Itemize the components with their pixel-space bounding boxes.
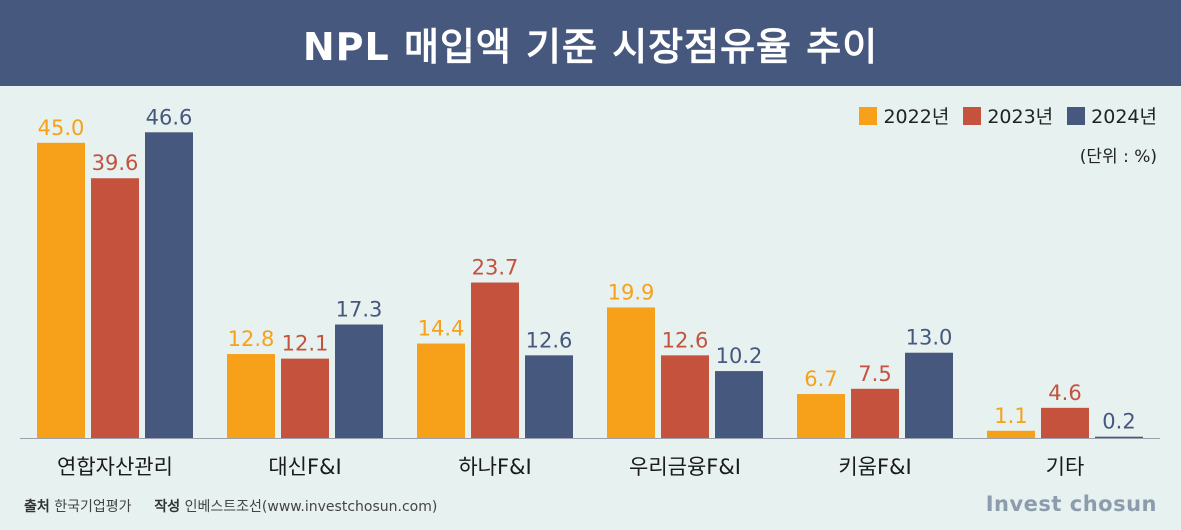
- data-label: 0.2: [1102, 410, 1135, 434]
- bar: [905, 352, 953, 438]
- bar: [525, 355, 573, 438]
- x-tick-label: 기타: [1046, 455, 1085, 479]
- x-tick-label: 우리금융F&I: [629, 455, 741, 479]
- bar: [797, 394, 845, 438]
- legend-item: 2022년: [859, 102, 949, 129]
- bar: [145, 132, 193, 438]
- legend-swatch: [963, 106, 982, 125]
- legend: 2022년 2023년 2024년: [859, 102, 1157, 129]
- author-value: 인베스트조선(www.investchosun.com): [184, 499, 438, 515]
- bar: [335, 324, 383, 438]
- data-label: 23.7: [472, 256, 519, 280]
- brand-logo: Invest chosun: [985, 492, 1157, 516]
- chart-title: NPL 매입액 기준 시장점유율 추이: [302, 24, 879, 69]
- x-tick-label: 연합자산관리: [57, 455, 173, 479]
- footer: 출처 한국기업평가 작성 인베스트조선(www.investchosun.com…: [24, 496, 437, 516]
- data-label: 12.8: [228, 327, 275, 351]
- data-label: 13.0: [906, 326, 953, 350]
- legend-item: 2024년: [1067, 102, 1157, 129]
- data-label: 46.6: [146, 105, 193, 129]
- x-tick-label: 키움F&I: [838, 455, 911, 479]
- legend-label: 2023년: [987, 106, 1054, 128]
- legend-swatch: [1067, 106, 1086, 125]
- title-bar: NPL 매입액 기준 시장점유율 추이: [0, 0, 1181, 86]
- legend-label: 2022년: [883, 106, 950, 128]
- data-label: 45.0: [38, 116, 85, 140]
- author-label: 작성: [154, 499, 181, 515]
- bar: [227, 354, 275, 438]
- legend-swatch: [859, 106, 878, 125]
- bar: [1095, 436, 1143, 438]
- data-label: 17.3: [336, 298, 383, 322]
- bar: [851, 388, 899, 438]
- data-label: 7.5: [858, 362, 891, 386]
- data-label: 4.6: [1048, 381, 1081, 405]
- x-tick-label: 대신F&I: [268, 455, 341, 479]
- chart: 45.0 39.6 46.6 연합자산관리 12.8 12.1 17.3 대신F&I 14.4 2…: [20, 105, 1160, 479]
- bar: [1041, 407, 1089, 438]
- bar: [471, 282, 519, 438]
- data-label: 14.4: [418, 317, 465, 341]
- legend-item: 2023년: [963, 102, 1053, 129]
- source-label: 출처: [24, 499, 50, 515]
- data-label: 10.2: [716, 344, 763, 368]
- bar: [417, 343, 465, 438]
- data-label: 12.6: [526, 328, 573, 352]
- bar: [281, 358, 329, 438]
- data-label: 39.6: [92, 151, 139, 175]
- bar: [987, 430, 1035, 438]
- bar: [607, 307, 655, 438]
- data-label: 6.7: [804, 367, 837, 391]
- bar: [37, 142, 85, 439]
- source-value: 한국기업평가: [54, 499, 132, 515]
- data-label: 12.1: [282, 332, 329, 356]
- unit-note: (단위 : %): [1079, 147, 1157, 167]
- bar: [661, 355, 709, 438]
- bar: [715, 371, 763, 438]
- x-tick-label: 하나F&I: [458, 455, 531, 479]
- bar: [91, 178, 139, 438]
- data-label: 12.6: [662, 328, 709, 352]
- data-label: 19.9: [608, 280, 655, 304]
- legend-label: 2024년: [1091, 106, 1157, 128]
- data-label: 1.1: [994, 404, 1027, 428]
